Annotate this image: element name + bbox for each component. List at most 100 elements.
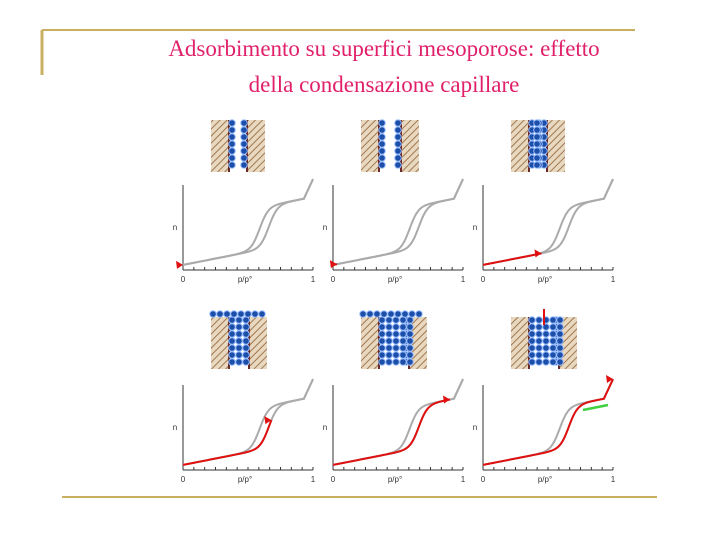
x-start: 0 bbox=[481, 475, 486, 484]
molecule bbox=[378, 126, 386, 134]
molecule bbox=[228, 154, 236, 162]
x-end: 1 bbox=[611, 275, 616, 284]
pore-wall bbox=[361, 120, 379, 172]
pore-wall bbox=[249, 317, 267, 369]
molecule bbox=[392, 358, 400, 366]
arrow-head bbox=[443, 395, 450, 404]
molecule bbox=[240, 140, 248, 148]
molecule bbox=[242, 351, 250, 359]
x-start: 0 bbox=[181, 275, 186, 284]
molecule bbox=[528, 337, 536, 345]
molecule bbox=[535, 316, 543, 324]
y-label: n bbox=[173, 223, 177, 232]
molecule bbox=[378, 344, 386, 352]
x-end: 1 bbox=[461, 275, 466, 284]
isotherm bbox=[182, 178, 314, 266]
molecule bbox=[533, 140, 541, 148]
molecule bbox=[378, 119, 386, 127]
molecule bbox=[228, 323, 236, 331]
molecule bbox=[228, 140, 236, 148]
molecule bbox=[528, 323, 536, 331]
molecule bbox=[528, 351, 536, 359]
molecule bbox=[533, 126, 541, 134]
molecule bbox=[528, 316, 536, 324]
molecule bbox=[394, 133, 402, 141]
pore-wall bbox=[547, 120, 565, 172]
molecule bbox=[528, 344, 536, 352]
molecule bbox=[549, 358, 557, 366]
molecule bbox=[406, 330, 414, 338]
molecule bbox=[399, 330, 407, 338]
molecule bbox=[385, 351, 393, 359]
molecule bbox=[394, 119, 402, 127]
molecule bbox=[240, 133, 248, 141]
desorption-arrow bbox=[582, 403, 609, 412]
molecule bbox=[378, 147, 386, 155]
molecule bbox=[394, 147, 402, 155]
molecule bbox=[556, 316, 564, 324]
molecule bbox=[392, 337, 400, 345]
molecule bbox=[378, 351, 386, 359]
molecule bbox=[228, 351, 236, 359]
molecule bbox=[258, 310, 266, 318]
pore-wall bbox=[401, 120, 419, 172]
molecule bbox=[378, 133, 386, 141]
molecule bbox=[380, 310, 388, 318]
panels: n 0 p/p° 1 n 0 p/p° 1 n 0 p/p° 1 n 0 p/p° 1 n 0 p/p° 1 n 0 p/p… bbox=[173, 119, 616, 484]
molecule bbox=[237, 310, 245, 318]
molecule bbox=[251, 310, 259, 318]
molecule bbox=[228, 330, 236, 338]
molecule bbox=[385, 344, 393, 352]
molecule bbox=[387, 310, 395, 318]
molecule bbox=[228, 119, 236, 127]
molecule bbox=[399, 358, 407, 366]
molecule bbox=[549, 337, 557, 345]
molecule bbox=[535, 323, 543, 331]
molecule bbox=[535, 358, 543, 366]
molecule bbox=[556, 358, 564, 366]
molecule bbox=[235, 330, 243, 338]
isotherm bbox=[332, 178, 464, 266]
molecule bbox=[394, 310, 402, 318]
y-label: n bbox=[473, 223, 477, 232]
path-progress bbox=[182, 419, 273, 466]
molecule bbox=[399, 344, 407, 352]
molecule bbox=[228, 337, 236, 345]
molecule bbox=[228, 161, 236, 169]
molecule bbox=[406, 344, 414, 352]
molecule bbox=[235, 351, 243, 359]
molecule bbox=[406, 351, 414, 359]
molecule bbox=[235, 344, 243, 352]
molecule bbox=[378, 140, 386, 148]
title-line: Adsorbimento su superfici mesoporose: ef… bbox=[168, 36, 599, 61]
isotherm bbox=[332, 178, 464, 266]
molecule bbox=[242, 330, 250, 338]
molecule bbox=[408, 310, 416, 318]
molecule bbox=[533, 119, 541, 127]
molecule bbox=[542, 344, 550, 352]
molecule bbox=[415, 310, 423, 318]
molecule bbox=[242, 344, 250, 352]
molecule bbox=[378, 154, 386, 162]
y-label: n bbox=[173, 423, 177, 432]
molecule bbox=[242, 358, 250, 366]
molecule bbox=[378, 358, 386, 366]
molecule bbox=[542, 351, 550, 359]
molecule bbox=[542, 358, 550, 366]
molecule bbox=[240, 154, 248, 162]
path-progress bbox=[332, 398, 451, 466]
isotherm bbox=[182, 178, 314, 266]
molecule bbox=[535, 351, 543, 359]
molecule bbox=[392, 323, 400, 331]
molecule bbox=[556, 330, 564, 338]
x-end: 1 bbox=[311, 475, 316, 484]
molecule bbox=[406, 358, 414, 366]
molecule bbox=[549, 316, 557, 324]
arrow-head bbox=[329, 260, 337, 269]
x-label: p/p° bbox=[388, 475, 402, 484]
molecule bbox=[528, 330, 536, 338]
molecule bbox=[223, 310, 231, 318]
molecule bbox=[366, 310, 374, 318]
molecule bbox=[216, 310, 224, 318]
molecule bbox=[378, 337, 386, 345]
